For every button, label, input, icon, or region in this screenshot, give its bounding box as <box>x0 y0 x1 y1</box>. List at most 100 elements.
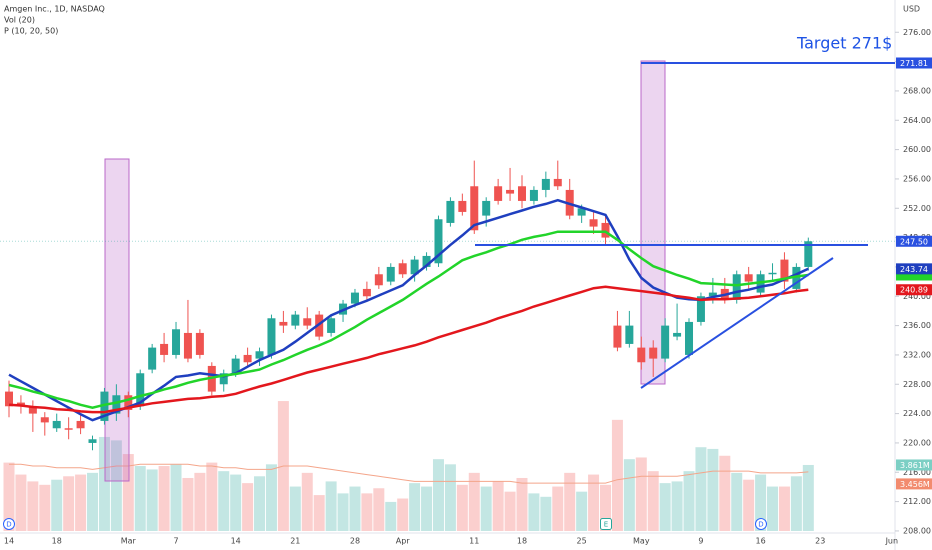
volume-bar <box>743 479 755 531</box>
candle-body <box>76 420 85 429</box>
event-label: D <box>6 521 11 529</box>
y-tick-label: 208.00 <box>903 526 931 535</box>
volume-bar <box>576 491 588 531</box>
volume-bar <box>409 483 421 531</box>
volume-bar <box>15 474 27 531</box>
candle-body <box>219 373 228 385</box>
candle-body <box>231 358 240 374</box>
volume-bar <box>218 471 230 531</box>
volume-bar <box>337 493 349 531</box>
volume-bar <box>134 466 146 531</box>
volume-pane <box>3 401 814 531</box>
volume-bar <box>170 464 182 531</box>
volume-bar <box>63 476 75 531</box>
candle-body <box>243 354 252 363</box>
candle-body <box>40 417 49 423</box>
y-tick-label: 276.00 <box>903 28 931 37</box>
volume-bar <box>75 474 87 531</box>
volume-bar <box>206 462 218 531</box>
value-box <box>896 235 932 247</box>
volume-bar <box>313 495 325 531</box>
candle-body <box>649 347 658 359</box>
candle-body <box>517 186 526 201</box>
y-tick-label: 264.00 <box>903 116 931 125</box>
volume-bar <box>98 436 110 531</box>
highlight-box <box>104 158 130 482</box>
candle-body <box>398 263 407 275</box>
annotation: Target 271$ <box>796 34 892 53</box>
candle-body <box>88 439 97 443</box>
value-box-label: 3.861M <box>900 461 930 470</box>
volume-bar <box>504 491 516 531</box>
candle-body <box>470 186 479 231</box>
chart-title: Amgen Inc., 1D, NASDAQ <box>4 5 105 14</box>
candle-body <box>696 296 705 322</box>
candle-body <box>625 325 634 344</box>
x-tick-label: 11 <box>469 537 479 546</box>
y-tick-label: 212.00 <box>903 497 931 506</box>
x-tick-label: May <box>633 537 650 546</box>
x-tick-label: Jun <box>885 537 899 546</box>
value-box <box>896 57 932 69</box>
candle-body <box>613 325 622 348</box>
volume-bar <box>349 486 361 531</box>
candle-body <box>446 200 455 223</box>
candle-body <box>172 329 181 355</box>
volume-bar <box>397 498 409 531</box>
x-tick-label: Mar <box>121 537 137 546</box>
candle-body <box>327 318 336 333</box>
volume-bar <box>265 464 277 531</box>
volume-bar <box>611 419 623 531</box>
volume-bar <box>695 447 707 531</box>
price-pane <box>0 160 895 451</box>
x-tick-label: 7 <box>173 537 178 546</box>
value-box <box>896 269 932 281</box>
candle-body <box>458 200 467 212</box>
volume-bar <box>755 474 767 531</box>
volume-bar <box>194 472 206 531</box>
candle-body <box>64 428 73 430</box>
candle-body <box>768 272 777 275</box>
y-tick-label: 216.00 <box>903 468 931 477</box>
volume-bar <box>373 488 385 531</box>
event-label: E <box>604 521 608 529</box>
value-box <box>896 284 932 296</box>
volume-bar <box>564 472 576 531</box>
trend-line <box>640 257 834 389</box>
volume-bar <box>432 459 444 531</box>
candle-body <box>529 189 538 201</box>
ma-line <box>8 230 809 409</box>
volume-bar <box>516 477 528 531</box>
y-tick-label: 232.00 <box>903 350 931 359</box>
volume-bar <box>146 469 158 531</box>
candle-body <box>112 395 121 414</box>
candle-body <box>124 395 133 410</box>
x-tick-label: 21 <box>290 537 300 546</box>
volume-bar <box>27 481 39 531</box>
volume-bar <box>588 474 600 531</box>
event-marker <box>3 518 15 530</box>
x-tick-label: 14 <box>4 537 14 546</box>
volume-bar <box>51 479 63 531</box>
candle-body <box>577 208 586 216</box>
volume-bar <box>623 459 635 531</box>
volume-bar <box>540 496 552 531</box>
volume-ma-line <box>9 463 809 484</box>
value-box <box>896 459 932 471</box>
candle-body <box>744 274 753 282</box>
candle-body <box>148 347 157 370</box>
volume-bar <box>385 501 397 531</box>
value-box-label: 247.50 <box>900 237 928 246</box>
candle-body <box>100 391 109 421</box>
candle-body <box>386 266 395 282</box>
candle-body <box>350 292 359 304</box>
value-box <box>896 263 932 275</box>
volume-bar <box>254 476 266 531</box>
candle-body <box>708 292 717 297</box>
candle-body <box>494 186 503 201</box>
value-box-label: 3.456M <box>900 480 930 489</box>
candle-body <box>255 351 264 359</box>
volume-bar <box>671 481 683 531</box>
